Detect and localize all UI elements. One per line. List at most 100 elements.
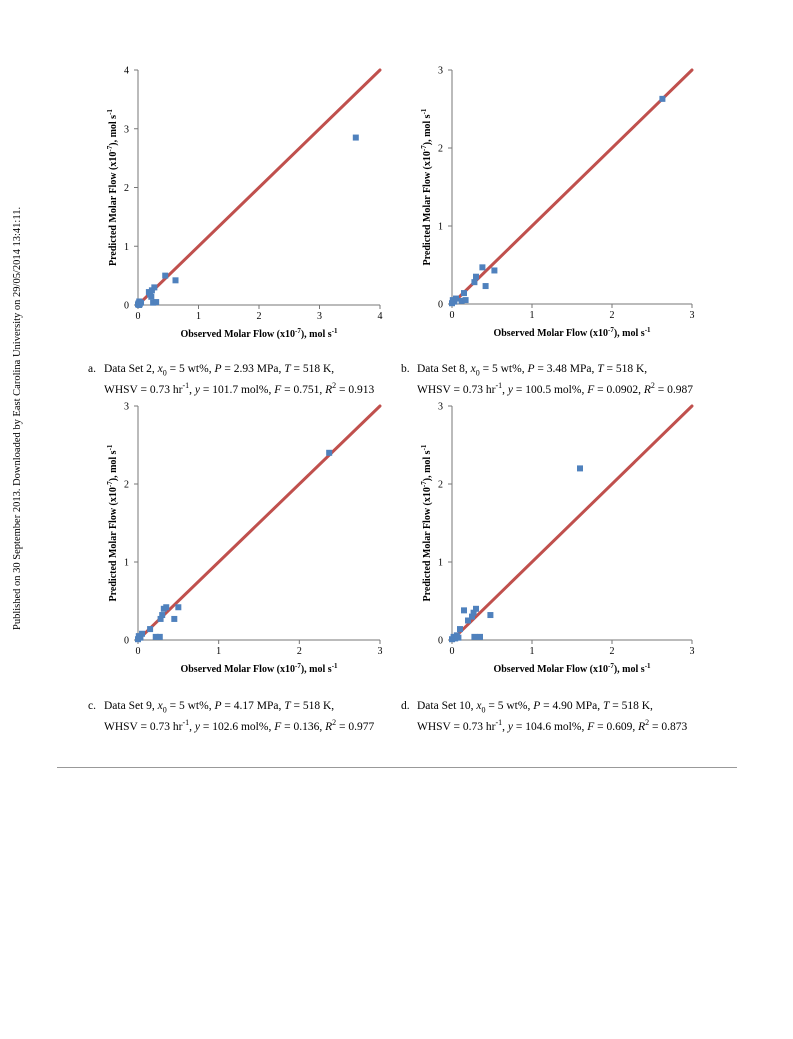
x-axis-title: Observed Molar Flow (x10-7), mol s-1 bbox=[180, 662, 338, 675]
data-point bbox=[461, 607, 467, 614]
data-point bbox=[465, 617, 471, 624]
parity-line bbox=[450, 404, 694, 642]
y-tick-label: 3 bbox=[124, 402, 129, 413]
x-axis-title: Observed Molar Flow (x10-7), mol s-1 bbox=[493, 662, 651, 675]
x-axis-title: Observed Molar Flow (x10-7), mol s-1 bbox=[493, 326, 651, 339]
data-point bbox=[153, 299, 160, 306]
scatter-chart-1: 0 1 2 3 4 0 1 2 3 4 Observed Molar Flow (x10-7), m… bbox=[106, 66, 383, 341]
y-tick-label: 3 bbox=[438, 402, 443, 413]
scatter-chart-3: 0 1 2 3 0 1 2 3 Observed Molar Flow (x10-7), mol… bbox=[106, 402, 383, 676]
y-tick-label: 4 bbox=[124, 66, 129, 77]
y-tick-label: 2 bbox=[124, 183, 129, 194]
caption-letter: b. bbox=[401, 363, 410, 375]
caption-line-1: Data Set 2, x0 = 5 wt%, P = 2.93 MPa, T … bbox=[104, 363, 335, 378]
caption-letter: a. bbox=[88, 363, 96, 375]
x-tick-label: 1 bbox=[216, 646, 221, 657]
data-point bbox=[162, 272, 169, 279]
caption-line-2: WHSV = 0.73 hr-1, y = 102.6 mol%, F = 0.… bbox=[104, 718, 375, 734]
data-point bbox=[147, 626, 154, 633]
data-point bbox=[175, 604, 182, 611]
y-tick-label: 0 bbox=[438, 300, 443, 311]
scatter-chart-2: 0 1 2 3 0 1 2 3 Observed Molar Flow (x10-7), mol… bbox=[420, 66, 695, 340]
data-point bbox=[462, 297, 469, 304]
data-point bbox=[137, 634, 144, 641]
data-point bbox=[152, 633, 159, 640]
parity-line bbox=[136, 68, 382, 307]
data-point bbox=[453, 295, 459, 302]
y-tick-label: 1 bbox=[438, 558, 443, 569]
x-tick-label: 1 bbox=[530, 646, 535, 657]
x-tick-label: 2 bbox=[297, 646, 302, 657]
data-point bbox=[451, 298, 458, 305]
data-point bbox=[471, 279, 478, 286]
x-tick-label: 1 bbox=[530, 310, 535, 321]
caption-line-1: Data Set 8, x0 = 5 wt%, P = 3.48 MPa, T … bbox=[417, 363, 648, 378]
y-tick-label: 2 bbox=[438, 144, 443, 155]
data-point bbox=[452, 635, 459, 642]
data-point bbox=[136, 302, 143, 308]
caption-line-2: WHSV = 0.73 hr-1, y = 104.6 mol%, F = 0.… bbox=[417, 718, 688, 734]
data-point bbox=[470, 609, 477, 616]
data-point bbox=[482, 283, 489, 290]
data-point bbox=[479, 264, 486, 271]
data-point bbox=[455, 634, 462, 641]
data-point bbox=[461, 290, 467, 297]
data-point bbox=[491, 267, 498, 274]
y-tick-label: 0 bbox=[438, 636, 443, 647]
x-tick-label: 0 bbox=[450, 646, 455, 657]
y-axis-title: Predicted Molar Flow (x10-7), mol s-1 bbox=[106, 444, 119, 601]
data-point bbox=[457, 626, 463, 633]
caption-line-1: Data Set 9, x0 = 5 wt%, P = 4.17 MPa, T … bbox=[104, 700, 335, 715]
y-tick-label: 2 bbox=[124, 480, 129, 491]
data-point bbox=[171, 615, 178, 622]
data-point bbox=[159, 612, 166, 619]
x-tick-label: 4 bbox=[378, 311, 383, 322]
data-point bbox=[477, 633, 483, 640]
y-axis-title: Predicted Molar Flow (x10-7), mol s-1 bbox=[420, 108, 433, 265]
caption-line-1: Data Set 10, x0 = 5 wt%, P = 4.90 MPa, T… bbox=[417, 700, 653, 715]
data-point bbox=[150, 299, 157, 306]
x-tick-label: 2 bbox=[610, 310, 615, 321]
x-tick-label: 3 bbox=[690, 310, 695, 321]
parity-line bbox=[450, 68, 694, 306]
y-tick-label: 1 bbox=[124, 558, 129, 569]
x-tick-label: 0 bbox=[136, 311, 141, 322]
x-tick-label: 2 bbox=[610, 646, 615, 657]
data-point bbox=[352, 134, 359, 141]
caption-line-2: WHSV = 0.73 hr-1, y = 101.7 mol%, F = 0.… bbox=[104, 381, 375, 397]
x-tick-label: 2 bbox=[257, 311, 262, 322]
data-point bbox=[151, 284, 158, 291]
data-point bbox=[487, 612, 494, 619]
scatter-chart-4: 0 1 2 3 0 1 2 3 Observed Molar Flow (x10-7), mol… bbox=[420, 402, 695, 676]
y-tick-label: 1 bbox=[124, 242, 129, 253]
data-point bbox=[139, 630, 146, 637]
x-axis-title: Observed Molar Flow (x10-7), mol s-1 bbox=[180, 327, 338, 340]
data-point bbox=[577, 465, 583, 472]
data-point bbox=[473, 273, 479, 280]
y-tick-label: 0 bbox=[124, 636, 129, 647]
x-tick-label: 3 bbox=[378, 646, 383, 657]
y-tick-label: 3 bbox=[438, 66, 443, 77]
y-tick-label: 3 bbox=[124, 124, 129, 135]
data-point bbox=[326, 449, 333, 456]
data-point bbox=[469, 613, 475, 620]
y-axis-title: Predicted Molar Flow (x10-7), mol s-1 bbox=[420, 444, 433, 601]
page-divider bbox=[57, 767, 737, 768]
y-tick-label: 1 bbox=[438, 222, 443, 233]
data-point bbox=[458, 297, 465, 304]
x-tick-label: 1 bbox=[196, 311, 201, 322]
x-tick-label: 0 bbox=[136, 646, 141, 657]
y-tick-label: 2 bbox=[438, 480, 443, 491]
data-point bbox=[163, 604, 170, 611]
y-axis-title: Predicted Molar Flow (x10-7), mol s-1 bbox=[106, 109, 119, 266]
caption-line-2: WHSV = 0.73 hr-1, y = 100.5 mol%, F = 0.… bbox=[417, 381, 694, 397]
caption-letter: d. bbox=[401, 700, 410, 712]
data-point bbox=[157, 615, 164, 622]
x-tick-label: 3 bbox=[690, 646, 695, 657]
caption-letter: c. bbox=[88, 700, 96, 712]
data-point bbox=[156, 633, 163, 640]
data-point bbox=[471, 633, 478, 640]
parity-line bbox=[136, 404, 382, 642]
y-tick-label: 0 bbox=[124, 301, 129, 312]
